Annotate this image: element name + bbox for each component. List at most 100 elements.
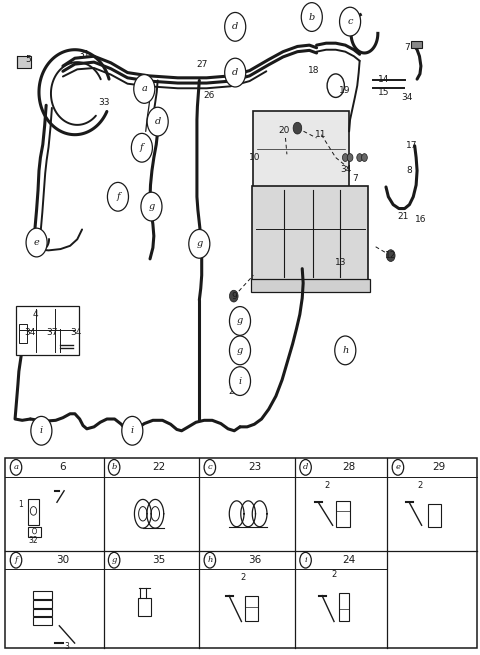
Bar	[339, 593, 349, 622]
Circle shape	[335, 336, 356, 365]
Text: 25: 25	[228, 387, 240, 396]
Circle shape	[342, 154, 348, 162]
Circle shape	[347, 154, 353, 162]
Text: d: d	[232, 68, 239, 77]
Circle shape	[108, 552, 120, 568]
Bar	[17, 56, 31, 68]
Text: b: b	[309, 12, 315, 22]
Text: 12: 12	[385, 251, 396, 260]
Circle shape	[301, 3, 323, 31]
Text: 3: 3	[64, 642, 69, 651]
Text: 34: 34	[401, 93, 412, 102]
Text: a: a	[13, 463, 19, 472]
Text: 10: 10	[249, 153, 260, 162]
Text: 27: 27	[196, 60, 207, 69]
Text: 17: 17	[406, 141, 417, 150]
Text: 5: 5	[25, 55, 31, 64]
Text: g: g	[111, 556, 117, 564]
Bar	[33, 617, 52, 625]
Circle shape	[229, 367, 251, 396]
Text: c: c	[207, 463, 212, 472]
Circle shape	[300, 460, 312, 476]
Circle shape	[132, 134, 153, 162]
Circle shape	[204, 552, 216, 568]
Circle shape	[300, 552, 312, 568]
Text: 7: 7	[405, 43, 410, 52]
Text: d: d	[232, 22, 239, 31]
Bar	[28, 499, 39, 525]
Text: 20: 20	[278, 126, 290, 135]
Text: g: g	[148, 202, 155, 211]
Text: 14: 14	[378, 75, 389, 84]
Text: d: d	[303, 463, 308, 472]
Text: 18: 18	[309, 66, 320, 75]
Text: 2: 2	[324, 481, 330, 490]
Text: f: f	[116, 193, 120, 201]
Circle shape	[141, 192, 162, 221]
Text: 34: 34	[24, 328, 36, 337]
Text: g: g	[237, 316, 243, 326]
Text: g: g	[196, 239, 203, 248]
Text: i: i	[304, 556, 307, 564]
Text: 6: 6	[59, 462, 66, 472]
Text: 33: 33	[98, 98, 109, 107]
Text: 7: 7	[352, 174, 358, 183]
Text: i: i	[239, 377, 241, 386]
Circle shape	[229, 307, 251, 335]
Text: 1: 1	[19, 500, 24, 508]
Text: 32: 32	[28, 536, 38, 544]
Circle shape	[229, 336, 251, 365]
Text: 35: 35	[153, 555, 166, 565]
FancyBboxPatch shape	[252, 185, 368, 282]
Text: 15: 15	[378, 88, 389, 97]
Bar	[138, 599, 151, 616]
Text: a: a	[141, 84, 147, 94]
Text: 26: 26	[203, 91, 215, 100]
Text: 29: 29	[432, 462, 446, 472]
Text: 8: 8	[406, 166, 412, 175]
Circle shape	[392, 460, 404, 476]
Text: 2: 2	[418, 481, 423, 490]
Bar	[336, 501, 350, 527]
Text: d: d	[155, 117, 161, 126]
Bar	[245, 595, 258, 622]
Text: 36: 36	[248, 555, 262, 565]
Circle shape	[225, 58, 246, 87]
Text: 2: 2	[240, 572, 245, 582]
Text: 24: 24	[342, 555, 355, 565]
Bar	[33, 591, 52, 599]
Circle shape	[10, 460, 22, 476]
Text: i: i	[131, 426, 134, 436]
Bar	[16, 306, 79, 355]
Circle shape	[189, 229, 210, 258]
Circle shape	[10, 552, 22, 568]
Text: 2: 2	[332, 570, 337, 579]
Circle shape	[361, 154, 367, 162]
Text: 34: 34	[341, 165, 352, 174]
Bar	[19, 324, 27, 343]
Text: c: c	[348, 17, 353, 26]
Bar	[428, 504, 441, 527]
Bar	[5, 458, 477, 648]
Circle shape	[293, 122, 302, 134]
Text: 37: 37	[47, 328, 58, 337]
Bar	[33, 600, 52, 608]
Text: 4: 4	[33, 310, 38, 319]
Bar	[33, 608, 52, 616]
Circle shape	[134, 75, 155, 103]
Bar	[0, 0, 480, 452]
Text: h: h	[342, 346, 348, 355]
Text: 21: 21	[397, 212, 408, 221]
Circle shape	[339, 7, 360, 36]
Circle shape	[225, 12, 246, 41]
Circle shape	[229, 290, 238, 302]
Circle shape	[357, 154, 362, 162]
Circle shape	[108, 182, 129, 211]
Text: e: e	[396, 463, 400, 472]
Circle shape	[122, 417, 143, 445]
Text: 28: 28	[342, 462, 355, 472]
Text: 31: 31	[79, 50, 90, 59]
Bar	[411, 41, 422, 48]
Text: 34: 34	[71, 328, 82, 337]
Circle shape	[204, 460, 216, 476]
